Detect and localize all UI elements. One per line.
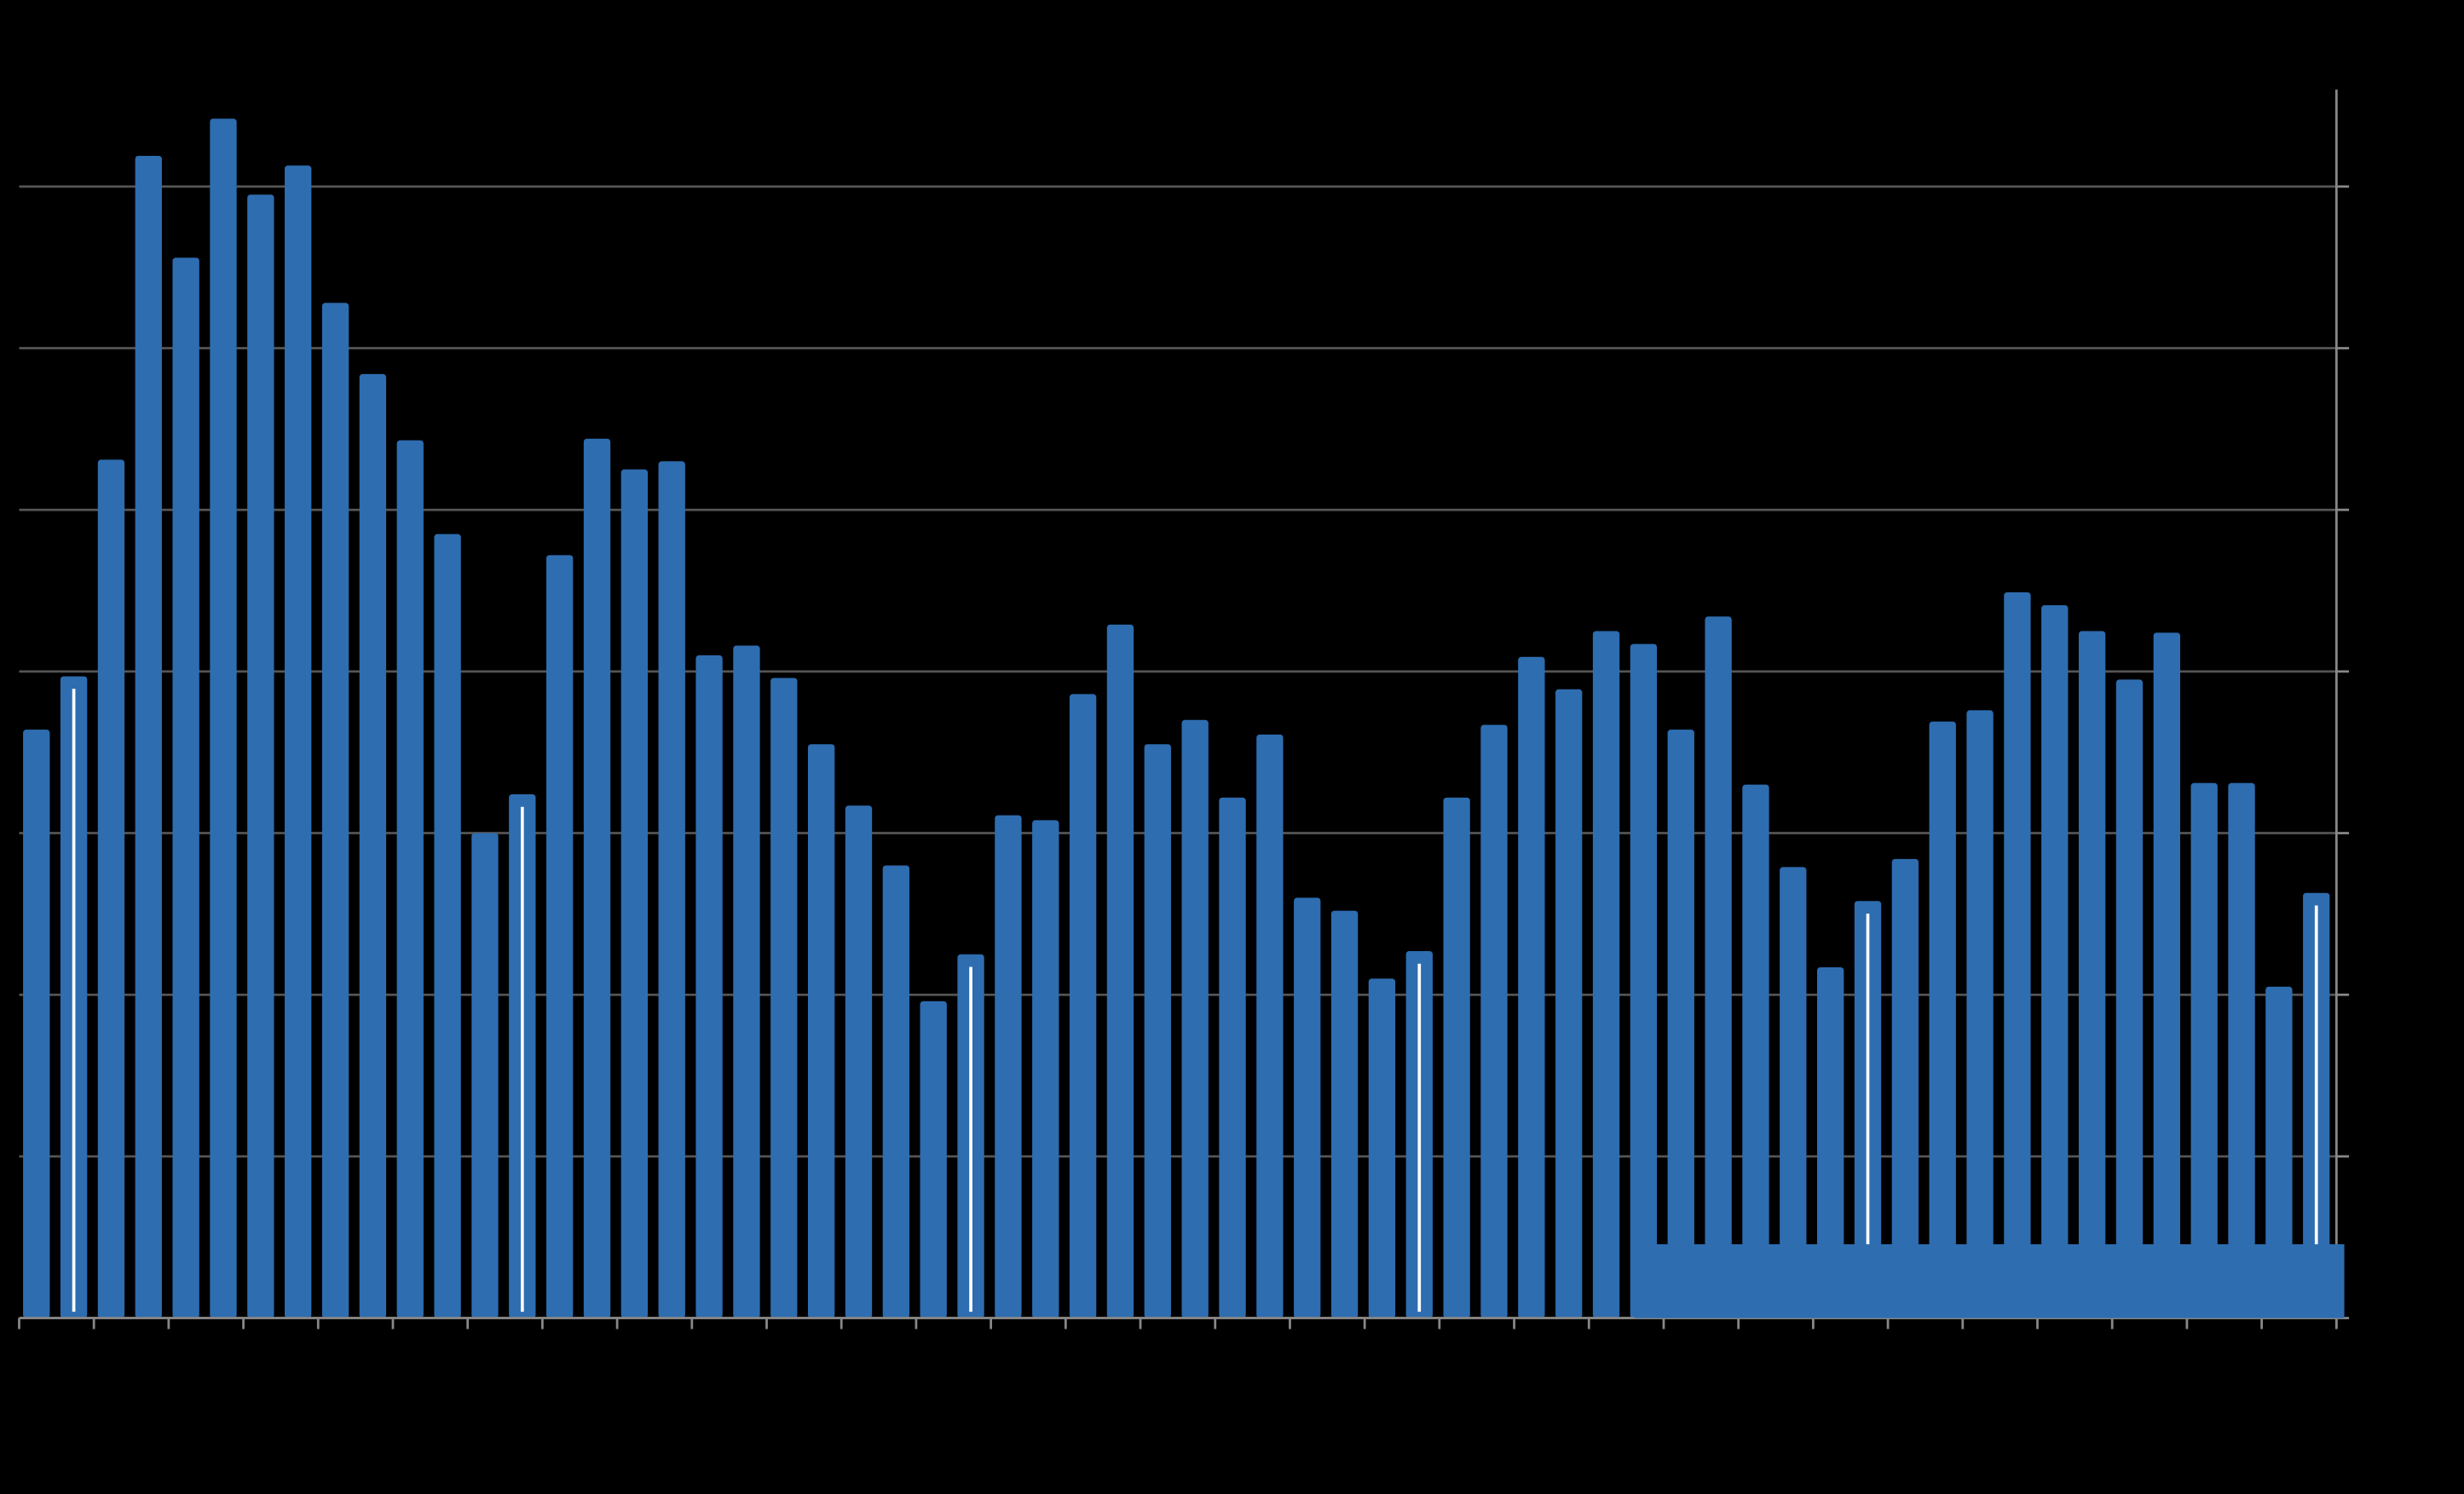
bar	[1106, 624, 1134, 1318]
legend-box	[1634, 1243, 2345, 1318]
bar	[135, 155, 162, 1318]
bar	[321, 303, 349, 1318]
bar	[2004, 591, 2031, 1318]
bar	[210, 118, 237, 1318]
bar	[471, 833, 499, 1318]
bar	[583, 438, 611, 1318]
bar	[2041, 605, 2069, 1318]
bar	[1032, 820, 1059, 1318]
bar	[2078, 631, 2106, 1318]
bar	[845, 805, 873, 1318]
bar	[658, 461, 685, 1318]
bar	[23, 730, 50, 1318]
bar	[396, 440, 424, 1318]
bar	[546, 555, 574, 1318]
bar	[995, 815, 1022, 1318]
bar	[1555, 689, 1583, 1318]
bar	[1181, 719, 1209, 1318]
bar	[1780, 867, 1807, 1318]
bar	[1368, 978, 1396, 1318]
bar	[1816, 966, 1844, 1318]
bar	[2153, 632, 2181, 1318]
bar	[620, 469, 649, 1318]
bar	[1219, 797, 1246, 1318]
bar	[1443, 797, 1470, 1318]
bar	[733, 645, 760, 1318]
bar	[1630, 643, 1658, 1318]
bar	[172, 257, 199, 1318]
bar	[920, 1001, 947, 1318]
bar	[1330, 910, 1359, 1318]
bar	[1518, 656, 1545, 1318]
bar	[2265, 986, 2293, 1318]
bar	[1480, 724, 1508, 1318]
bar	[1929, 721, 1956, 1318]
bar	[1667, 730, 1694, 1318]
bar	[1144, 744, 1171, 1318]
bar	[2190, 782, 2218, 1318]
bar	[1966, 710, 1994, 1318]
bar	[1592, 631, 1620, 1318]
bar	[1069, 694, 1097, 1318]
bar	[434, 534, 461, 1318]
bar	[247, 194, 274, 1318]
bar	[1742, 784, 1769, 1318]
bar	[807, 744, 835, 1318]
bar	[882, 865, 910, 1318]
bar	[2115, 679, 2144, 1318]
bar	[1891, 858, 1919, 1318]
bar	[2228, 782, 2255, 1318]
bar	[359, 373, 387, 1318]
bar	[1294, 897, 1321, 1318]
bar	[285, 165, 312, 1318]
bar	[695, 655, 723, 1318]
bar	[1705, 616, 1732, 1318]
bar	[1256, 734, 1284, 1318]
bar	[770, 678, 798, 1318]
bar	[97, 459, 125, 1318]
